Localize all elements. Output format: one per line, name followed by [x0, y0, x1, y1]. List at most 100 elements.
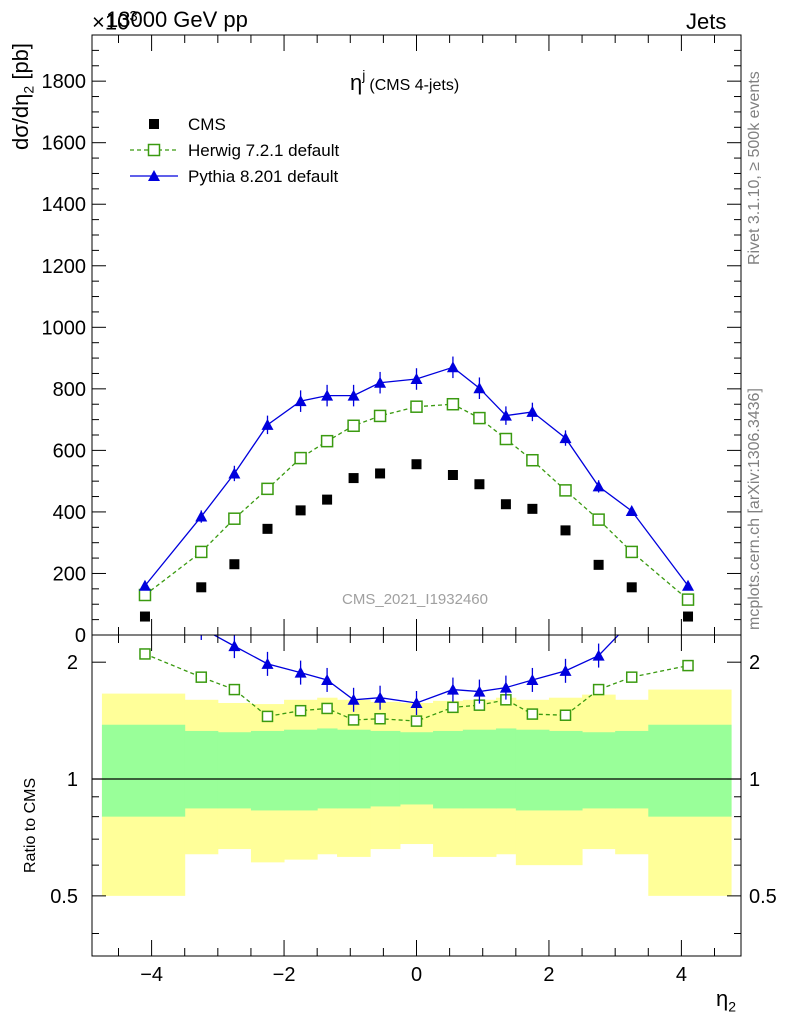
cms-point [139, 611, 150, 622]
main-ytick-label: 1200 [42, 256, 87, 278]
cms-point [196, 582, 207, 593]
exponent-power: 3 [129, 8, 138, 25]
cms-point [683, 611, 694, 622]
band-inner-15 [615, 730, 649, 809]
plot-title-main: η [350, 70, 362, 95]
pythia-point [473, 382, 486, 394]
pythia-point [374, 376, 387, 388]
plot-title-sup: j [361, 67, 365, 83]
pythia-point [294, 395, 307, 407]
band-inner-11 [495, 728, 517, 809]
ratio-herwig-point [410, 715, 423, 727]
legend: CMS Herwig 7.2.1 default Pythia 8.201 defa… [130, 115, 339, 186]
ratio-pythia-point [261, 657, 274, 669]
ratio-series-herwig [139, 648, 694, 727]
ratio-pythia-point [228, 640, 241, 652]
band-inner-8 [399, 732, 434, 805]
herwig-point [261, 482, 274, 496]
pythia-point [625, 505, 638, 516]
legend-herwig-marker [147, 143, 161, 157]
ratio-herwig-point [625, 671, 638, 683]
xtick-label: −4 [140, 964, 163, 986]
main-ytick-label: 0 [75, 625, 86, 647]
herwig-point [228, 512, 241, 525]
ratio-panel: 0.5 0.5 1 1 2 2 −4 −2 0 2 4 [50, 615, 777, 986]
ratio-herwig-point [682, 659, 694, 672]
ratio-ytick-label-right: 0.5 [749, 886, 777, 908]
ratio-pythia-point [410, 696, 423, 708]
herwig-point [320, 434, 334, 448]
herwig-point [681, 593, 695, 606]
legend-pythia-marker [148, 170, 160, 181]
ratio-herwig-point [559, 709, 572, 721]
ratio-ytick-label-right: 1 [749, 769, 760, 791]
cms-point [527, 503, 538, 514]
cms-point [560, 525, 571, 536]
band-inner-2 [217, 732, 252, 809]
ratio-pythia-point [374, 691, 387, 703]
band-inner-10 [462, 729, 497, 809]
ratio-herwig-point [592, 683, 605, 696]
ratio-ytick-label: 2 [67, 652, 78, 674]
band-inner-12 [515, 729, 550, 811]
main-ytick-label: 1400 [42, 194, 87, 216]
pythia-point [228, 467, 241, 479]
plot-title-rest: (CMS 4-jets) [369, 77, 459, 94]
band-inner-9 [433, 730, 464, 809]
herwig-point [347, 419, 360, 433]
herwig-point [625, 545, 638, 559]
ratio-pythia-point [626, 615, 638, 626]
main-ytick-label: 1600 [42, 133, 87, 155]
ratio-pythia-point [446, 683, 459, 695]
ratio-herwig-point [261, 710, 274, 723]
band-inner-0 [101, 724, 186, 817]
ratio-pythia-point [499, 681, 512, 693]
herwig-point [526, 453, 539, 467]
xlabel-sub: 2 [728, 998, 737, 1015]
herwig-point [195, 545, 208, 559]
ratio-pythia-point [294, 666, 307, 678]
band-inner-1 [184, 730, 219, 809]
herwig-point [294, 451, 307, 465]
xlabel: η2 [716, 986, 736, 1014]
pythia-point [195, 510, 208, 522]
pythia-point [347, 389, 360, 401]
ratio-pythia-point [195, 622, 207, 633]
cms-point [375, 468, 386, 479]
pythia-point [499, 409, 512, 421]
ratio-pythia-point [321, 673, 334, 685]
band-inner-7 [370, 730, 401, 807]
pythia-point [559, 432, 572, 444]
main-ytick-label: 600 [53, 440, 86, 462]
band-inner-6 [337, 729, 371, 809]
cms-point [262, 523, 273, 534]
exponent-base: ×10 [92, 9, 130, 35]
ratio-herwig-point [139, 648, 151, 660]
main-ytick-label: 200 [53, 563, 86, 585]
xtick-label: 4 [676, 964, 687, 986]
main-panel: 0 200 400 600 800 1000 1200 1400 1600 1800 [42, 34, 742, 647]
ratio-herwig-point [447, 701, 459, 714]
herwig-point [592, 513, 605, 526]
legend-label-0: CMS [188, 115, 226, 134]
ratio-herwig-point [294, 704, 307, 717]
herwig-point [499, 432, 513, 446]
herwig-line [144, 403, 689, 601]
cms-point [322, 494, 333, 505]
ratio-herwig-point [228, 683, 241, 696]
ratio-herwig-point [374, 712, 386, 725]
pythia-point [261, 418, 274, 430]
xtick-label: −2 [273, 964, 296, 986]
band-inner-4 [284, 729, 318, 811]
band-inner-14 [582, 732, 616, 809]
xtick-label: 2 [543, 964, 554, 986]
category-label: Jets [686, 9, 727, 34]
ratio-pythia-point [526, 673, 539, 685]
legend-cms-marker [149, 119, 159, 129]
pythia-point [321, 389, 334, 401]
ratio-herwig-point [526, 708, 539, 720]
ratio-herwig-point [347, 714, 360, 726]
main-ytick-label: 800 [53, 379, 86, 401]
herwig-point [410, 400, 423, 413]
